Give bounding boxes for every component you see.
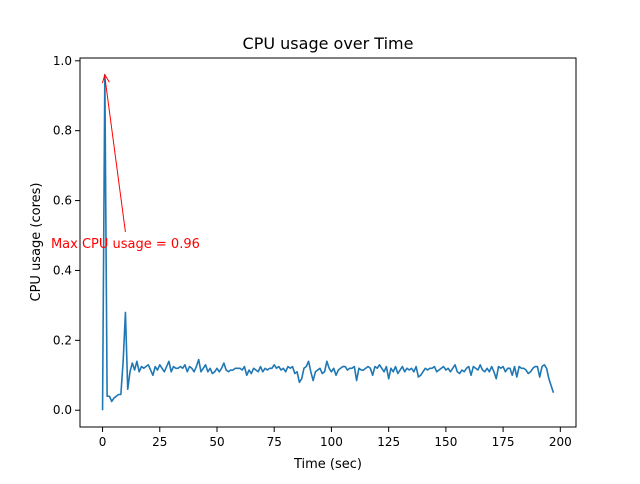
x-tick-label: 50 [209,435,224,449]
x-tick-label: 25 [152,435,167,449]
annotation-label: Max CPU usage = 0.96 [51,237,200,252]
y-axis: 0.0 0.2 0.4 0.6 0.8 1.0 [53,54,80,417]
plot-area: 0 25 50 75 100 125 150 175 200 0.0 0.2 0.4 0.6 0.8 1.… [51,54,577,449]
y-tick-label: 0.6 [53,194,72,208]
y-tick-label: 0.2 [53,333,72,347]
x-tick-label: 175 [492,435,515,449]
chart-title: CPU usage over Time [243,34,414,53]
series-line [101,73,555,411]
y-tick-label: 1.0 [53,54,72,68]
x-tick-label: 0 [99,435,107,449]
annotation-layer: Max CPU usage = 0.96 [51,73,200,252]
x-tick-label: 100 [320,435,343,449]
y-tick-label: 0.0 [53,403,72,417]
annotation-arrowhead [101,73,110,84]
annotation-arrow [104,76,126,233]
x-tick-label: 200 [549,435,572,449]
x-tick-label: 150 [434,435,457,449]
series-layer [101,73,555,411]
x-tick-label: 125 [377,435,400,449]
y-tick-label: 0.8 [53,124,72,138]
x-axis-label: Time (sec) [293,457,362,472]
y-axis-label: CPU usage (cores) [29,183,44,302]
x-tick-label: 75 [267,435,282,449]
y-tick-label: 0.4 [53,263,72,277]
x-axis: 0 25 50 75 100 125 150 175 200 [99,427,572,449]
